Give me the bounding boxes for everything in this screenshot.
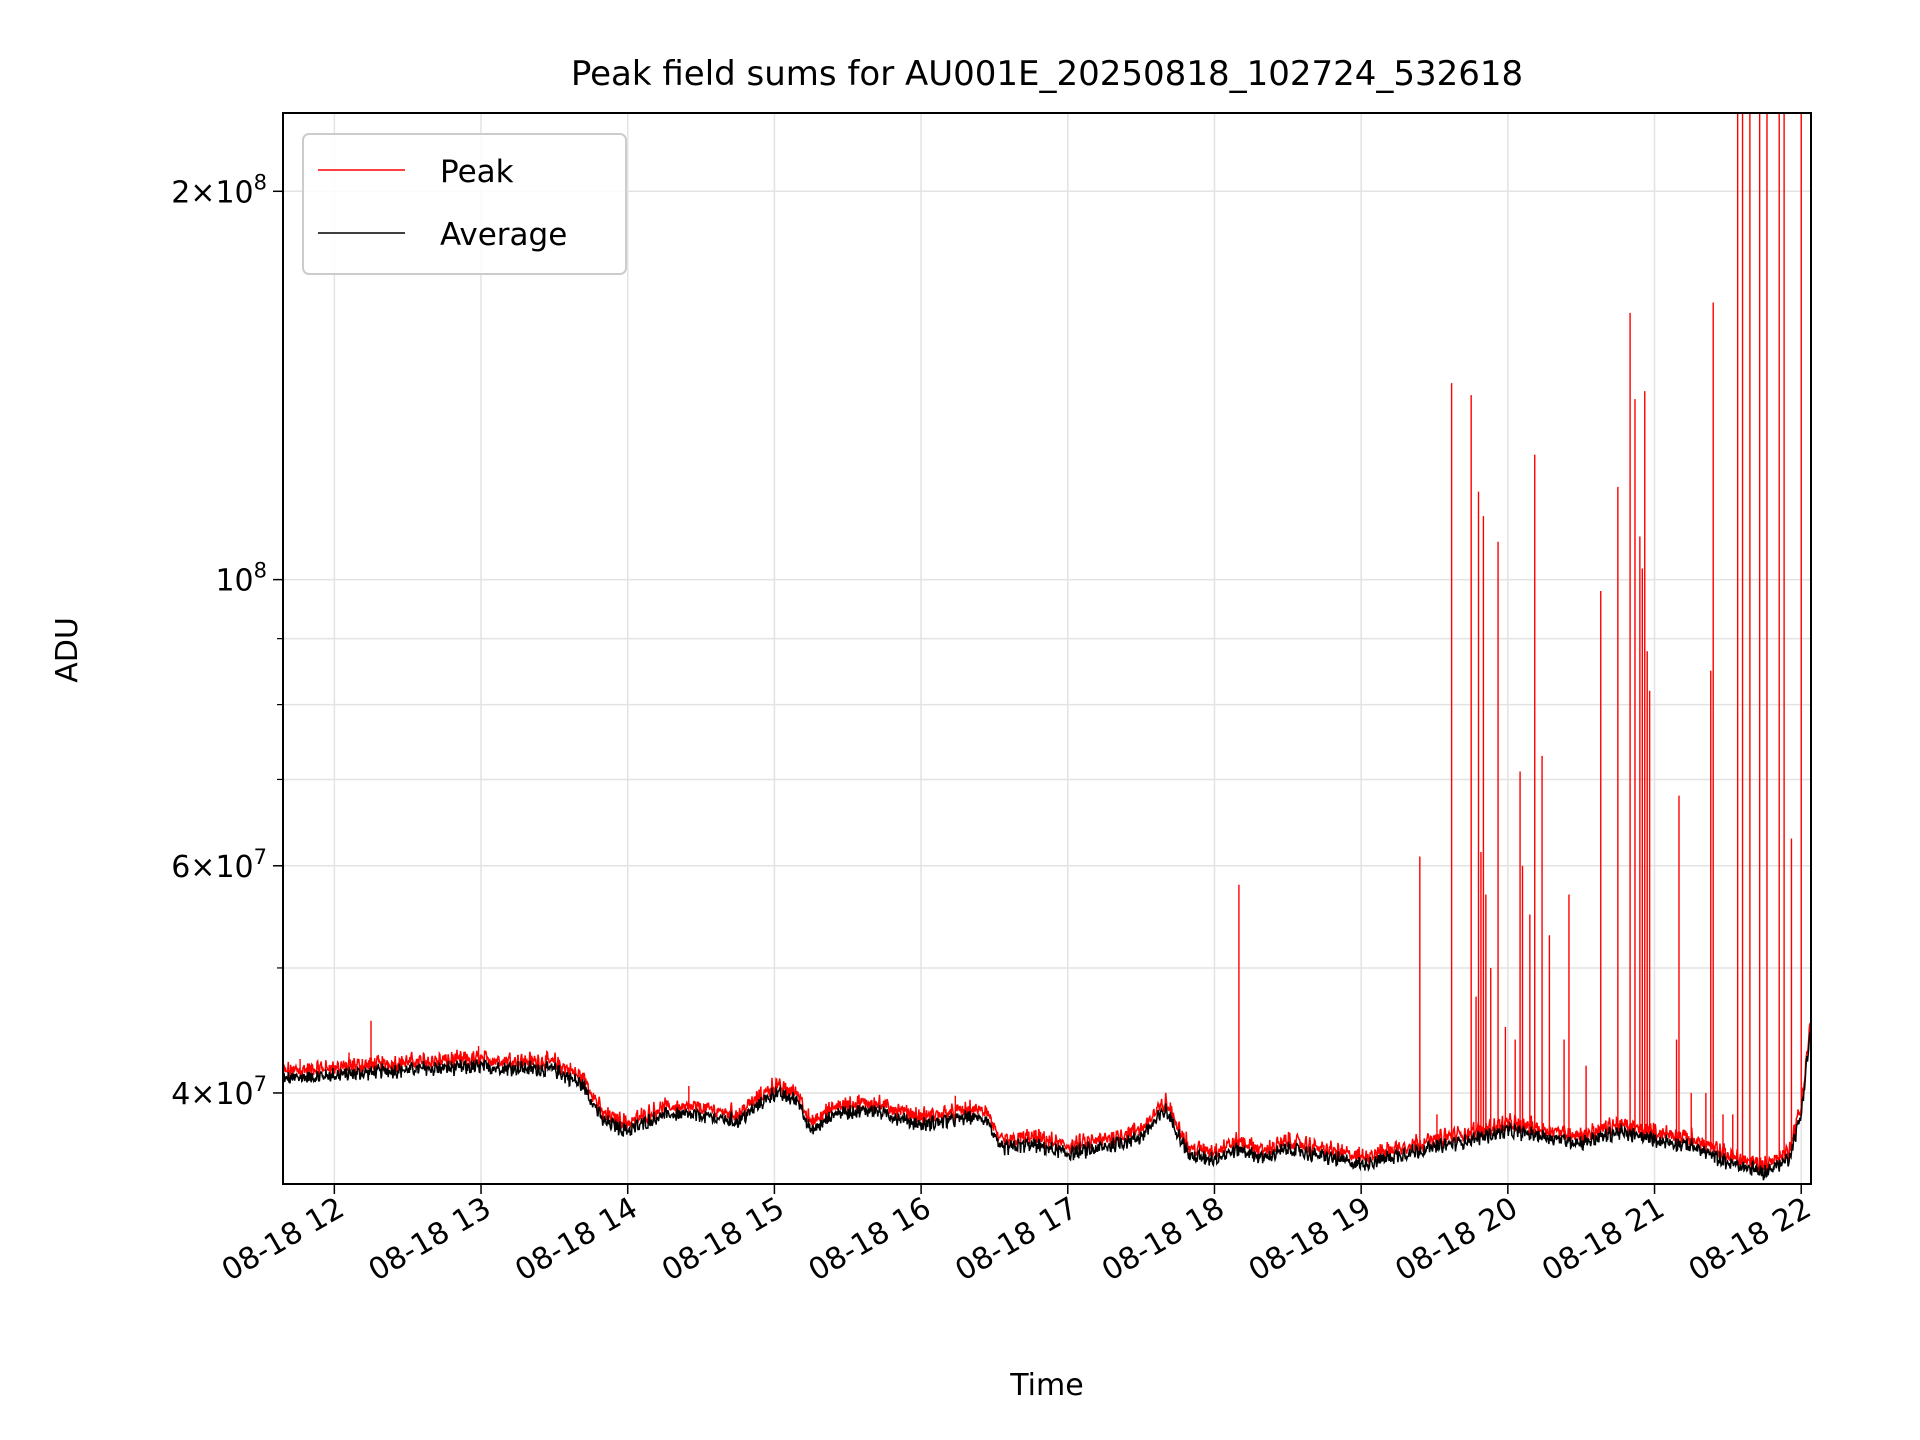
legend-box (302, 133, 627, 275)
plot-area (283, 113, 1811, 1181)
y-axis-ticks: 4×107 6×107 108 2×108 (171, 170, 283, 1112)
plot-frame (282, 112, 1812, 1185)
y-tick-label: 108 (215, 559, 267, 599)
y-tick-label: 4×107 (171, 1072, 267, 1112)
series-group (283, 113, 1811, 1181)
x-axis-label: Time (1009, 1368, 1083, 1403)
series-peak-line (283, 1015, 1811, 1172)
legend: Peak Average (302, 133, 627, 275)
y-axis-label: ADU (50, 617, 85, 683)
y-tick-label: 6×107 (171, 845, 267, 885)
y-tick-label: 2×108 (171, 170, 267, 210)
legend-label-peak: Peak (440, 154, 514, 190)
chart-title: Peak field sums for AU001E_20250818_1027… (571, 54, 1523, 94)
legend-label-average: Average (440, 217, 567, 253)
series-average-line (283, 1024, 1811, 1181)
